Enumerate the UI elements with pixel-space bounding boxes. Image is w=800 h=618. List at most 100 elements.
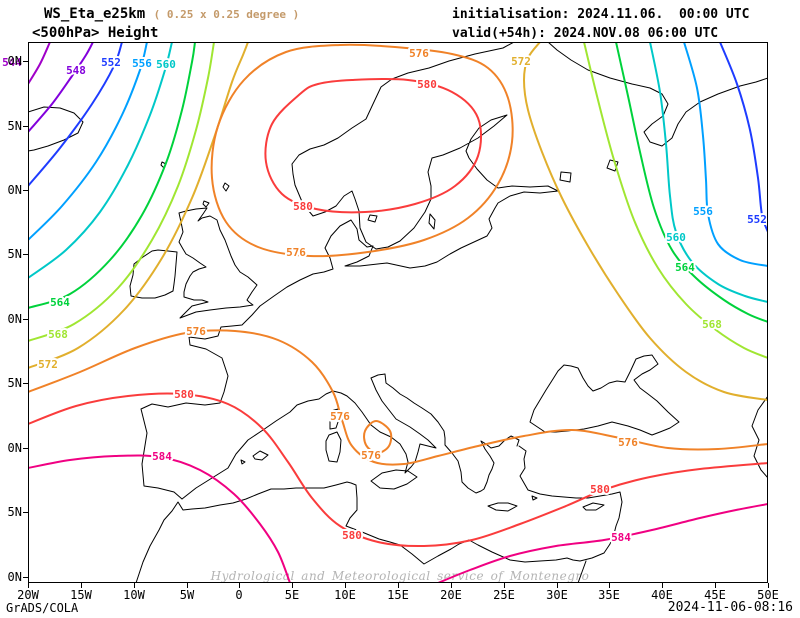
lat-label-45N: 45N [0, 376, 22, 390]
longitude-axis: 20W 15W 10W 5W 0 5E 10E 15E 20E 25E 30E 35E 40E 45E 50… [17, 583, 779, 602]
latitude-ticks [23, 61, 28, 578]
contour-label-584: 584 [152, 450, 172, 463]
lat-label-50N: 50N [0, 312, 22, 326]
lon-label-35E: 35E [598, 588, 620, 602]
lon-label-15W: 15W [70, 588, 92, 602]
contour-576-line [363, 420, 393, 454]
coastline-segment [252, 450, 269, 461]
valid-time-label: valid(+54h): 2024.NOV.08 06:00 UTC [452, 26, 719, 41]
coastline-segment [577, 560, 587, 583]
coastline-segment [582, 502, 605, 511]
contour-label-580: 580 [293, 200, 313, 213]
coastline-segment [487, 502, 518, 512]
contour-564-line [615, 42, 768, 323]
contour-548-line [28, 42, 94, 133]
lon-label-15E: 15E [387, 588, 409, 602]
lat-label-55N: 55N [0, 247, 22, 261]
coastline-segment [202, 200, 210, 208]
grads-credit: GrADS/COLA [6, 601, 79, 615]
contour-label-552: 552 [101, 56, 121, 69]
contour-label-576: 576 [618, 436, 638, 449]
contour-label-560: 560 [666, 231, 686, 244]
coastline-segment [240, 459, 246, 465]
contour-label-572: 572 [38, 358, 58, 371]
contour-568-line [583, 42, 768, 359]
contour-label-564: 564 [50, 296, 70, 309]
contour-layer [28, 42, 768, 583]
creation-timestamp: 2024-11-06-08:16 [667, 600, 793, 615]
coastline-segment [181, 373, 520, 500]
lon-label-20W: 20W [17, 588, 39, 602]
coastline-segment [559, 171, 572, 183]
coastline-segment [140, 42, 559, 500]
lat-label-30N: 30N [0, 570, 22, 584]
lon-label-10W: 10W [123, 588, 145, 602]
latitude-axis: 70N 65N 60N 55N 50N 45N 40N 35N 30N [0, 54, 22, 584]
contour-label-580: 580 [417, 78, 437, 91]
coastline-segment [531, 495, 538, 501]
lon-label-50E: 50E [757, 588, 779, 602]
contour-556-line [28, 42, 148, 241]
contour-label-568: 568 [702, 318, 722, 331]
coastline-segment [547, 42, 768, 147]
coastline-segment [370, 469, 418, 490]
contour-label-548: 548 [66, 64, 86, 77]
watermark: Hydrological_and_Meteorological_service_… [210, 569, 590, 583]
lat-label-60N: 60N [0, 183, 22, 197]
contour-576-line [28, 329, 768, 466]
contour-560-line [649, 42, 768, 303]
coastline-segment [428, 213, 436, 230]
contour-label-576: 576 [286, 246, 306, 259]
level-title: <500hPa> Height [32, 25, 159, 41]
contour-580-line [28, 392, 768, 548]
lon-label-30E: 30E [546, 588, 568, 602]
lon-label-45E: 45E [704, 588, 726, 602]
contour-552-line [719, 42, 768, 233]
contour-564-line [28, 42, 196, 309]
contour-label-576: 576 [409, 47, 429, 60]
lon-label-25E: 25E [493, 588, 515, 602]
contour-label-572: 572 [511, 55, 531, 68]
coastline-layer [28, 42, 768, 583]
contour-576-line [210, 43, 514, 258]
lat-label-35N: 35N [0, 505, 22, 519]
chart-title-line: WS_Eta_e25km ( 0.25 x 0.25 degree ) [44, 6, 299, 22]
contour-label-576: 576 [361, 449, 381, 462]
coastline-segment [529, 354, 680, 436]
contour-label-580: 580 [342, 529, 362, 542]
contour-580-line [264, 77, 483, 214]
contour-label-556: 556 [693, 205, 713, 218]
coastline-segment [222, 182, 230, 192]
contour-label-580: 580 [174, 388, 194, 401]
coastline-segment [367, 214, 378, 223]
contour-label-584: 584 [611, 531, 631, 544]
contour-572-line [523, 42, 768, 401]
contour-556-line [683, 42, 768, 267]
contour-label-564: 564 [675, 261, 695, 274]
resolution-label: ( 0.25 x 0.25 degree ) [153, 8, 300, 21]
lon-label-10E: 10E [334, 588, 356, 602]
contour-label-576: 576 [186, 325, 206, 338]
contour-584-line [437, 503, 768, 583]
contour-568-line [28, 42, 215, 342]
lat-label-70N: 70N [0, 54, 22, 68]
contour-label-568: 568 [48, 328, 68, 341]
contour-584-line [28, 454, 291, 583]
contour-label-556: 556 [132, 57, 152, 70]
plot-border [28, 42, 768, 583]
contour-label-544: 544 [2, 56, 22, 69]
contour-label-576: 576 [330, 410, 350, 423]
contour-560-line [28, 42, 173, 279]
contour-label-552: 552 [747, 213, 767, 226]
lon-label-5E: 5E [285, 588, 299, 602]
coastline-segment [129, 249, 178, 299]
coastline-segment [751, 395, 768, 479]
contour-544-line [28, 42, 51, 85]
coastline-segment [178, 207, 258, 319]
lon-label-20E: 20E [440, 588, 462, 602]
contour-label-580: 580 [590, 483, 610, 496]
contour-572-line [28, 42, 249, 369]
contour-label-layer: 544 548 552 552 556 556 560 560 564 564 568 568 572 5… [0, 45, 769, 546]
